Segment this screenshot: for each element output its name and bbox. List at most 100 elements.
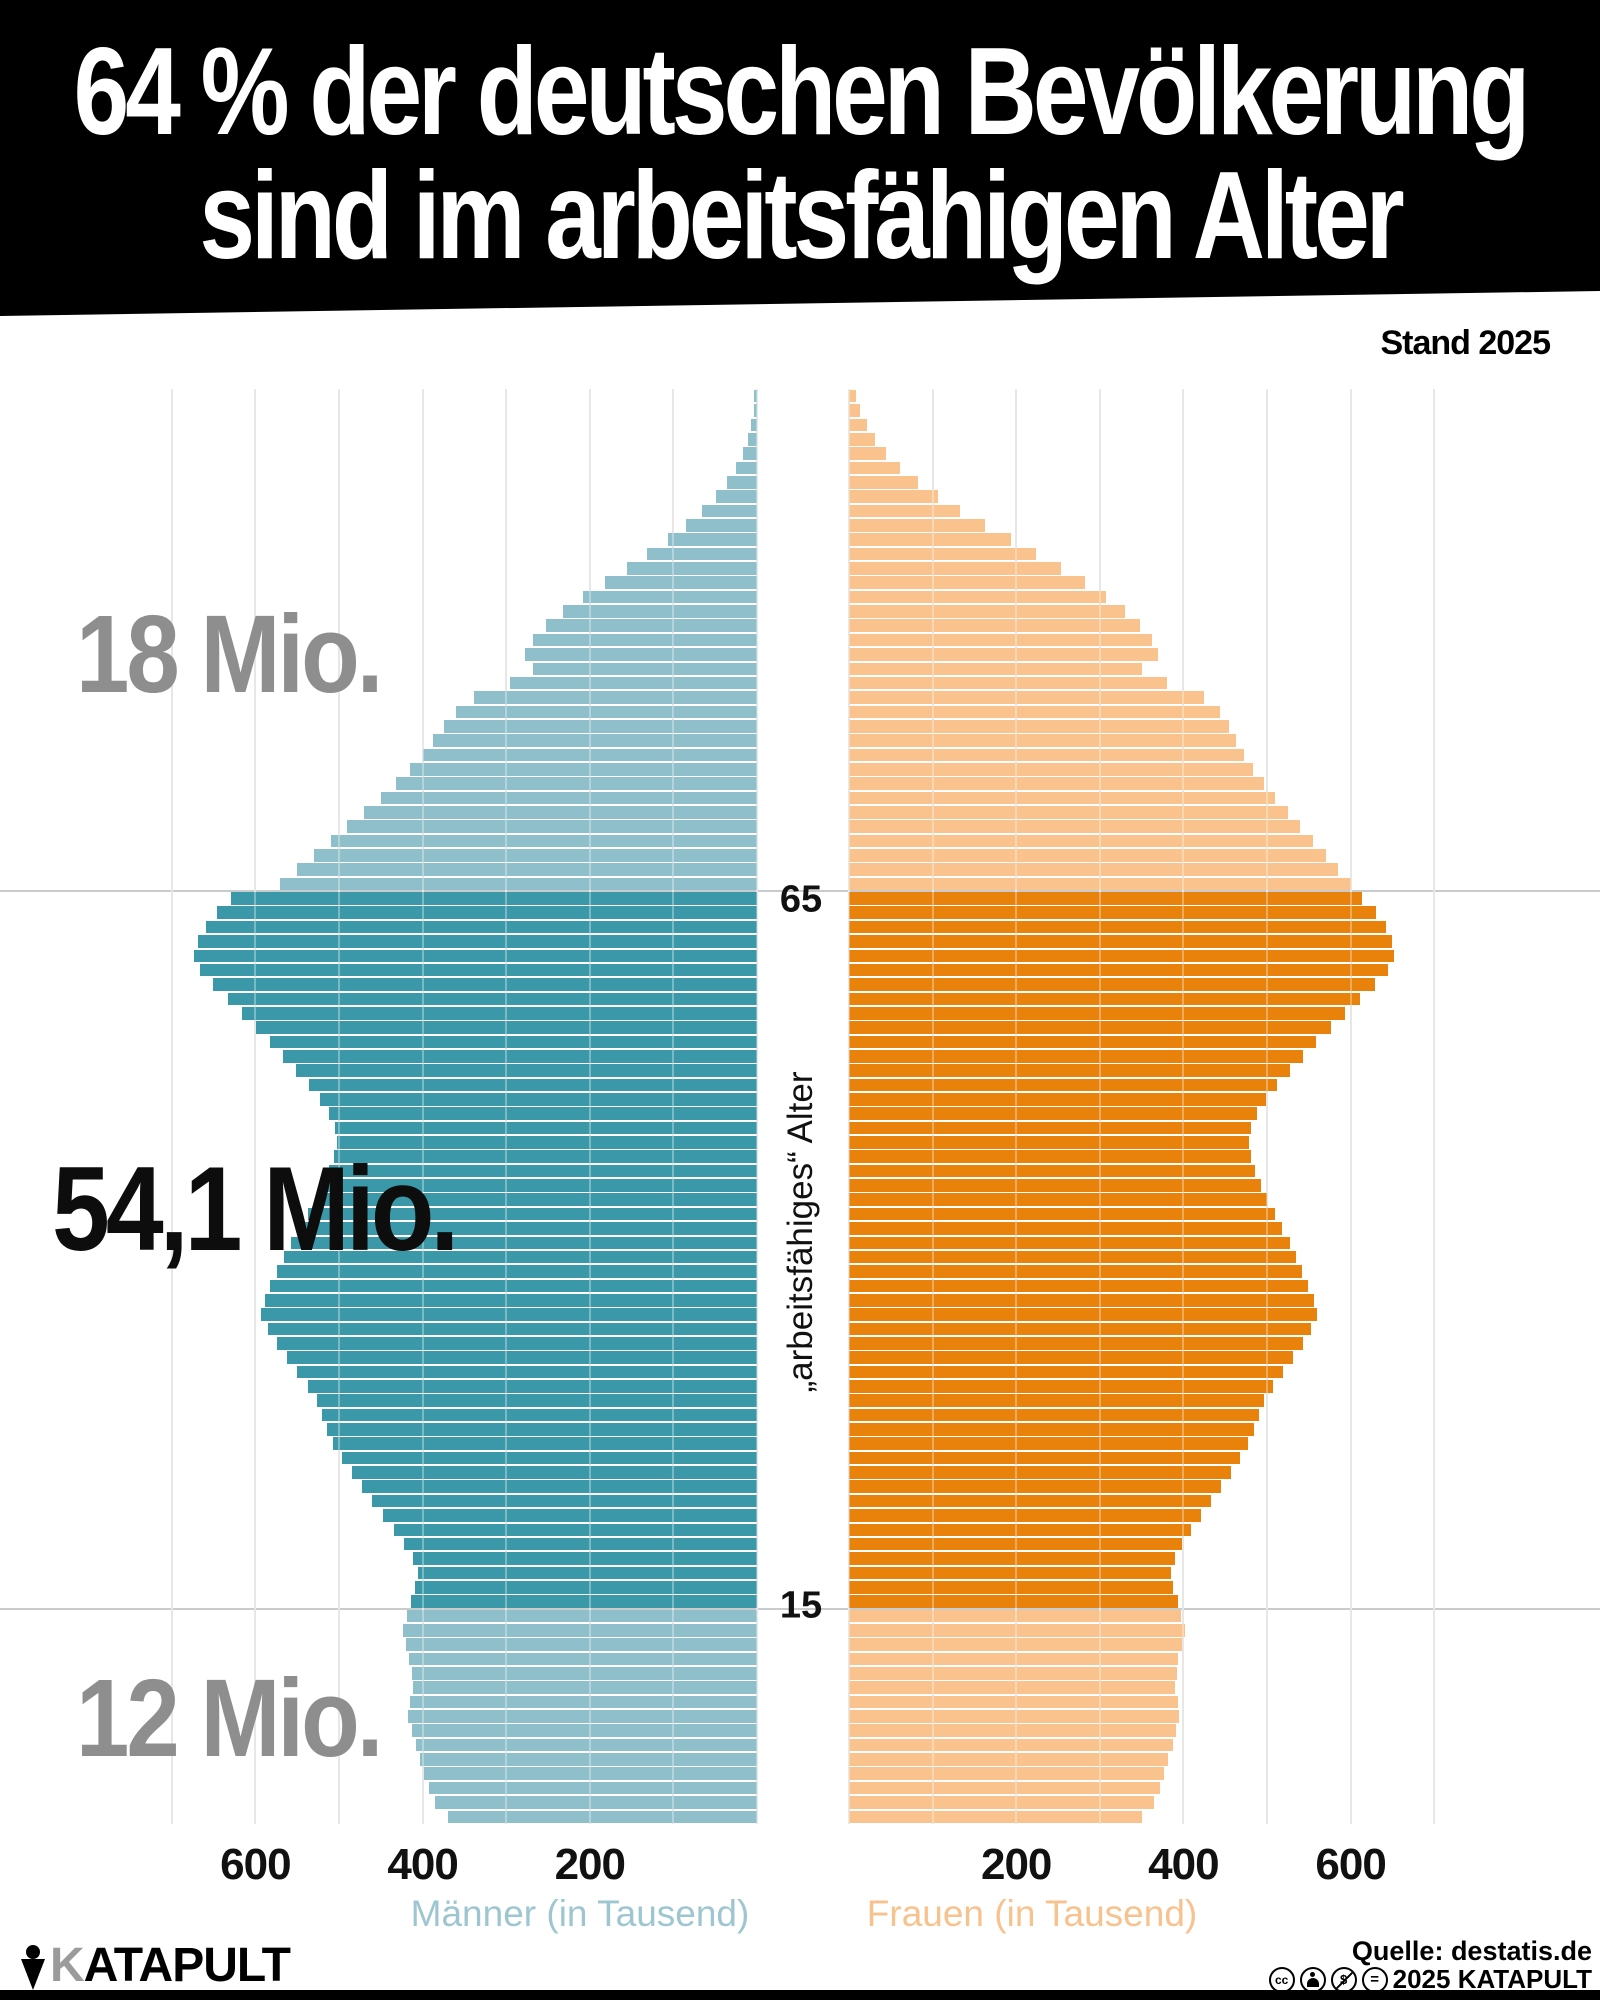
bar-women-age-38	[849, 1265, 1303, 1278]
bar-women-age-5	[849, 1738, 1173, 1752]
bar-women-age-11	[849, 1652, 1179, 1666]
bar-women-age-90	[849, 519, 986, 532]
bar-women-age-53	[849, 1049, 1303, 1063]
bar-women-age-27	[849, 1423, 1254, 1436]
gridline-overlay-men-200	[588, 389, 591, 1824]
bar-men-age-22	[372, 1494, 757, 1508]
bar-men-age-1	[435, 1796, 757, 1809]
logo-letter-k: K	[50, 1939, 85, 1992]
bar-women-age-56	[849, 1006, 1345, 1020]
bar-women-age-79	[849, 676, 1167, 690]
bar-women-age-77	[849, 705, 1221, 719]
bar-women-age-94	[849, 461, 900, 475]
bar-men-age-43	[315, 1193, 757, 1207]
bar-women-age-49	[849, 1107, 1257, 1120]
gridline-women-600	[1349, 389, 1352, 1824]
bar-men-age-12	[405, 1638, 757, 1651]
gridline-overlay-women-200	[1015, 389, 1018, 1824]
bar-women-age-97	[849, 418, 867, 432]
bar-women-age-29	[849, 1394, 1264, 1407]
bar-women-age-32	[849, 1351, 1293, 1364]
bar-men-age-36	[264, 1293, 757, 1307]
bar-men-age-21	[383, 1509, 757, 1522]
bar-men-age-91	[701, 504, 757, 518]
bar-women-age-28	[849, 1408, 1259, 1422]
bar-men-age-85	[583, 590, 757, 604]
bar-men-age-37	[270, 1279, 757, 1293]
gridline-men-200	[588, 389, 591, 1824]
bar-men-age-15	[410, 1595, 757, 1608]
annotation-seniors-total: 18 Mio.	[76, 593, 383, 717]
bar-women-age-75	[849, 734, 1237, 747]
bar-women-age-87	[849, 562, 1062, 575]
bar-women-age-69	[849, 820, 1301, 833]
bar-women-age-86	[849, 576, 1085, 590]
bar-men-age-87	[626, 562, 757, 575]
bar-men-age-92	[716, 490, 757, 503]
bar-women-age-48	[849, 1121, 1252, 1135]
bar-men-age-29	[317, 1394, 757, 1407]
cc-nd-icon: =	[1361, 1966, 1388, 1993]
gridline-women-0	[848, 389, 850, 1824]
bottom-black-bar	[0, 1990, 1600, 2000]
bar-women-age-8	[849, 1695, 1178, 1709]
bar-women-age-60	[849, 949, 1395, 963]
gridline-overlay-women-0	[848, 389, 850, 1824]
bar-women-age-33	[849, 1336, 1303, 1350]
bar-women-age-3	[849, 1767, 1165, 1781]
bar-men-age-16	[415, 1580, 757, 1594]
cc-nc-icon: $	[1330, 1966, 1357, 1993]
bar-men-age-78	[474, 691, 757, 704]
gridline-women-700	[1433, 389, 1436, 1824]
bar-men-age-59	[200, 963, 757, 977]
bar-men-age-94	[736, 461, 757, 475]
bar-men-age-44	[322, 1179, 757, 1192]
bar-women-age-25	[849, 1451, 1241, 1465]
bar-women-age-14	[849, 1609, 1181, 1623]
bar-women-age-93	[849, 475, 918, 489]
bar-men-age-84	[563, 605, 757, 618]
bar-women-age-84	[849, 605, 1125, 618]
bar-men-age-45	[328, 1164, 757, 1178]
bar-men-age-23	[362, 1480, 757, 1494]
bar-men-age-72	[395, 777, 757, 790]
bar-women-age-74	[849, 748, 1244, 762]
age-label-65: 65	[779, 878, 823, 921]
bar-women-age-81	[849, 648, 1159, 661]
bar-men-age-27	[327, 1423, 757, 1436]
bar-women-age-89	[849, 533, 1012, 546]
gridline-overlay-men-500	[338, 389, 340, 1824]
bar-women-age-21	[849, 1509, 1201, 1522]
bar-men-age-68	[330, 834, 757, 848]
bar-women-age-10	[849, 1667, 1177, 1680]
bar-men-age-5	[415, 1738, 757, 1752]
bar-men-age-40	[291, 1236, 757, 1250]
bar-women-age-42	[849, 1207, 1275, 1221]
bar-women-age-47	[849, 1136, 1249, 1149]
bar-men-age-99	[754, 389, 757, 403]
bar-men-age-14	[406, 1609, 757, 1623]
bar-men-age-51	[308, 1078, 757, 1092]
working-age-axis-label: „arbeitsfähiges“ Alter	[781, 1071, 820, 1393]
bar-women-age-91	[849, 504, 961, 518]
gridline-men-500	[338, 389, 340, 1824]
bar-women-age-59	[849, 963, 1389, 977]
bar-women-age-85	[849, 590, 1107, 604]
women-axis-tick-200: 200	[980, 1840, 1052, 1889]
bar-women-age-50	[849, 1093, 1267, 1106]
license-line: cc $ = 2025 KATAPULT	[1268, 1964, 1592, 1995]
bar-women-age-0	[849, 1810, 1143, 1824]
gridline-overlay-men-0	[756, 389, 758, 1824]
bar-women-age-80	[849, 662, 1142, 676]
bar-women-age-16	[849, 1580, 1174, 1594]
bar-women-age-9	[849, 1681, 1176, 1694]
bar-women-age-70	[849, 806, 1288, 819]
cc-icon: cc	[1268, 1966, 1295, 1993]
annotation-young-total: 12 Mio.	[76, 1657, 383, 1781]
bar-men-age-60	[194, 949, 757, 963]
bar-men-age-2	[429, 1781, 757, 1795]
bar-men-age-79	[510, 676, 757, 690]
bar-men-age-90	[685, 519, 757, 532]
gridline-men-100	[672, 389, 675, 1824]
bar-women-age-62	[849, 920, 1386, 934]
